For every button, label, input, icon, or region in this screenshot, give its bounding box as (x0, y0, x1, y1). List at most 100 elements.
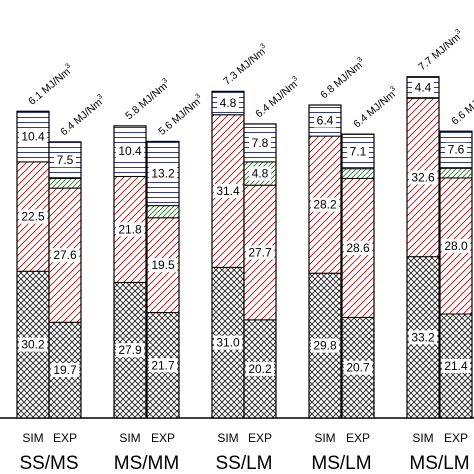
data-label: 29.8 (313, 339, 337, 353)
bar-outline (243, 123, 277, 419)
bar-outline (113, 125, 147, 419)
data-label: 13.2 (151, 167, 175, 181)
data-label: 19.5 (151, 258, 175, 272)
energy-label: 6.4 MJ/Nm3 (351, 85, 401, 130)
data-label-background (441, 238, 471, 253)
data-label-background (18, 129, 48, 144)
data-label: 31.0 (216, 336, 240, 350)
energy-label: 6.4 MJ/Nm3 (253, 75, 303, 120)
data-label-background (408, 330, 438, 345)
group-label: SS/LM (215, 453, 272, 474)
data-label-background (50, 248, 80, 263)
bar-outline (146, 140, 180, 419)
data-label-background (115, 222, 145, 237)
data-label: 28.0 (444, 239, 468, 253)
data-label: 27.9 (118, 343, 142, 357)
energy-label: 6.6 MJ/Nm3 (449, 82, 474, 127)
bar-segment (341, 168, 375, 179)
data-label-background (310, 197, 340, 212)
data-label-background (213, 335, 243, 350)
bar-segment (48, 177, 82, 189)
bar-exp: 20.7 28.6 7.1 6.4 MJ/Nm3 EXP (341, 85, 401, 445)
data-label: 4.4 (415, 81, 432, 95)
data-label-background (213, 184, 243, 199)
data-label-background (441, 358, 471, 373)
bar-segment (439, 167, 473, 179)
data-label-background (445, 142, 467, 157)
data-label-background (412, 80, 434, 95)
energy-label: 6.4 MJ/Nm3 (58, 93, 108, 138)
data-label-background (310, 338, 340, 353)
group-label: SS/MS (19, 453, 78, 474)
data-label: 27.6 (53, 248, 77, 262)
energy-label: 7.7 MJ/Nm3 (416, 28, 466, 73)
data-label: 19.7 (53, 363, 77, 377)
tick-label: SIM (119, 431, 140, 445)
data-label: 22.5 (21, 210, 45, 224)
tick-label: SIM (217, 431, 238, 445)
data-label-background (343, 360, 373, 375)
bar-outline (48, 141, 82, 419)
data-label: 33.2 (411, 330, 435, 344)
energy-label: 5.6 MJ/Nm3 (156, 93, 206, 138)
data-label: 6.4 (317, 114, 334, 128)
data-label: 4.8 (220, 96, 237, 110)
data-label-background (115, 343, 145, 358)
data-label-background (115, 144, 145, 159)
tick-label: SIM (314, 431, 335, 445)
bar-exp: 19.7 27.6 7.5 6.4 MJ/Nm3 EXP (48, 93, 108, 445)
data-label-background (217, 96, 239, 111)
data-label: 7.1 (350, 144, 367, 158)
data-label-background (245, 361, 275, 376)
data-label-background (18, 209, 48, 224)
tick-label: SIM (22, 431, 43, 445)
group-label: MS/MM (114, 453, 179, 474)
data-label: 30.2 (21, 338, 45, 352)
group-label: MS/LM (311, 453, 371, 474)
data-label: 7.8 (252, 136, 269, 150)
data-label: 10.4 (118, 144, 142, 158)
data-label: 20.2 (248, 362, 272, 376)
data-label: 7.6 (448, 143, 465, 157)
tick-label: EXP (444, 431, 468, 445)
data-label: 28.2 (313, 198, 337, 212)
energy-label: 6.1 MJ/Nm3 (26, 62, 76, 107)
bar-outline (341, 133, 375, 419)
data-label-background (314, 113, 336, 128)
bar-exp: 21.7 19.5 13.2 5.6 MJ/Nm3 EXP (146, 93, 206, 445)
bar-exp: 20.2 27.7 4.8 7.8 6.4 MJ/Nm3 EXP (243, 75, 303, 445)
data-label-background (18, 337, 48, 352)
data-label: 28.6 (346, 241, 370, 255)
bar-outline (406, 76, 440, 419)
data-label-background (50, 363, 80, 378)
energy-label: 5.8 MJ/Nm3 (123, 77, 173, 122)
data-label: 4.8 (252, 167, 269, 181)
data-label: 21.4 (444, 359, 468, 373)
data-label-background (245, 245, 275, 260)
data-label-background (408, 170, 438, 185)
data-label-background (343, 240, 373, 255)
data-label: 7.5 (57, 153, 74, 167)
tick-label: EXP (248, 431, 272, 445)
tick-label: EXP (53, 431, 77, 445)
energy-label: 7.3 MJ/Nm3 (221, 43, 271, 88)
data-label-background (347, 144, 369, 159)
data-label: 31.4 (216, 184, 240, 198)
group-label: MS/LM (409, 453, 469, 474)
data-label: 32.6 (411, 170, 435, 184)
tick-label: SIM (412, 431, 433, 445)
data-label: 21.7 (151, 358, 175, 372)
tick-label: EXP (151, 431, 175, 445)
data-label-background (148, 166, 178, 181)
data-label-background (249, 166, 271, 181)
bar-sim: 30.2 22.5 10.4 6.1 MJ/Nm3 SIM (16, 62, 76, 445)
bar-segment (146, 205, 180, 219)
bar-exp: 21.4 28.0 7.6 6.6 MJ/Nm3 EXP (439, 82, 474, 445)
bar-outline (308, 104, 342, 419)
data-label-background (54, 153, 76, 168)
data-label: 21.8 (118, 222, 142, 236)
data-label-background (249, 135, 271, 150)
data-label: 27.7 (248, 246, 272, 260)
bar-outline (439, 130, 473, 419)
